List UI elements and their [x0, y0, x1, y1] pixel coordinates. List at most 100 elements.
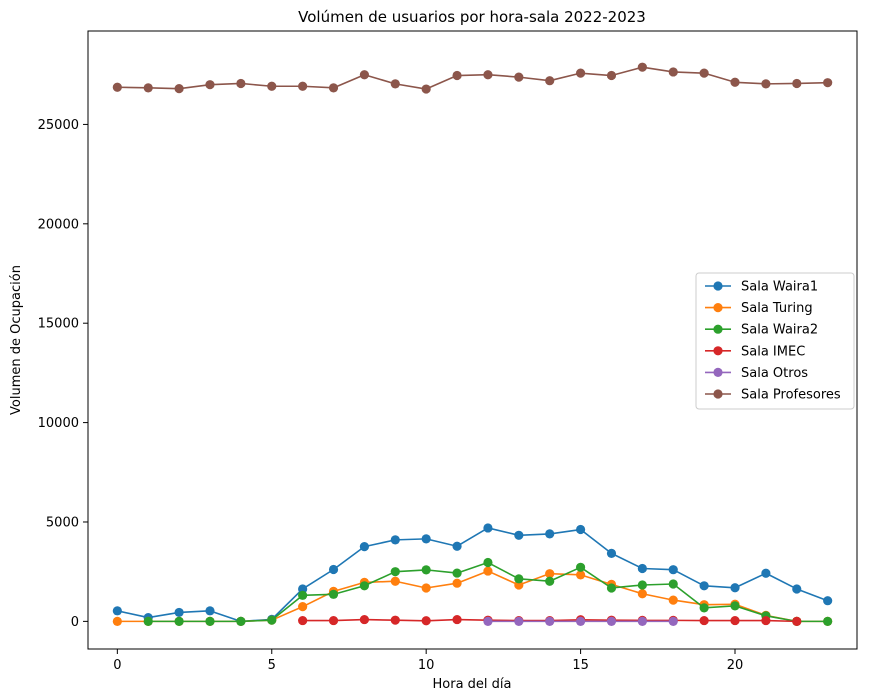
data-point — [205, 80, 215, 90]
data-point — [452, 578, 462, 588]
data-point — [205, 616, 215, 626]
legend-marker — [713, 303, 723, 313]
data-point — [205, 606, 215, 616]
legend-label: Sala IMEC — [741, 344, 805, 359]
series-line — [117, 570, 828, 623]
data-point — [298, 615, 308, 626]
y-tick-label: 15000 — [38, 317, 79, 332]
data-point — [730, 615, 740, 626]
data-point — [390, 535, 400, 545]
legend-label: Sala Waira2 — [741, 323, 818, 338]
legend-marker — [713, 367, 723, 377]
y-tick-label: 0 — [71, 615, 79, 630]
data-point — [823, 78, 833, 88]
series-sala-profesores — [112, 62, 833, 94]
legend-entry: Sala Waira2 — [705, 323, 818, 338]
y-axis-label: Volumen de Ocupación — [9, 265, 24, 415]
data-point — [298, 584, 308, 594]
data-point — [575, 570, 586, 580]
legend-label: Sala Otros — [741, 366, 808, 381]
data-point — [668, 565, 678, 575]
data-point — [514, 530, 524, 540]
series-sala-waira1 — [112, 523, 833, 626]
data-point — [112, 82, 122, 92]
y-tick-label: 5000 — [46, 515, 79, 530]
data-point — [359, 614, 370, 625]
data-point — [668, 67, 678, 77]
data-point — [699, 615, 709, 626]
data-point — [514, 72, 524, 82]
series-line — [117, 527, 828, 623]
legend-marker — [713, 346, 723, 356]
chart-title: Volúmen de usuarios por hora-sala 2022-2… — [298, 8, 646, 26]
legend-marker — [713, 281, 723, 291]
data-point — [792, 78, 802, 89]
data-point — [328, 615, 339, 626]
data-point — [606, 583, 617, 593]
legend-entry: Sala Profesores — [705, 388, 841, 403]
data-point — [421, 84, 431, 94]
legend-label: Sala Profesores — [741, 388, 841, 403]
data-point — [267, 81, 277, 91]
data-point — [545, 616, 555, 626]
data-point — [514, 574, 524, 584]
data-point — [328, 589, 339, 599]
data-point — [637, 580, 647, 590]
data-point — [575, 616, 586, 626]
data-point — [452, 614, 462, 625]
x-axis-label: Hora del día — [433, 677, 512, 692]
data-point — [328, 83, 339, 93]
data-point — [143, 83, 153, 93]
data-point — [483, 523, 493, 533]
data-point — [514, 616, 524, 626]
data-point — [606, 616, 617, 626]
data-point — [761, 568, 771, 578]
data-point — [421, 534, 431, 544]
data-point — [668, 616, 678, 626]
data-point — [267, 615, 277, 625]
data-point — [761, 615, 771, 626]
legend-box — [695, 272, 855, 410]
data-point — [823, 616, 833, 626]
x-tick-label: 15 — [572, 658, 589, 673]
data-point — [359, 581, 370, 591]
data-point — [545, 76, 555, 86]
legend-marker — [713, 389, 723, 399]
axes: 0 5 10 15 20 0 5000 10000 15000 20000 25000 — [38, 118, 744, 673]
series-sala-otros — [483, 616, 678, 626]
data-point — [174, 607, 184, 618]
data-point — [390, 79, 400, 89]
data-point — [452, 541, 462, 551]
data-point — [730, 601, 740, 611]
data-point — [637, 563, 647, 574]
data-point — [112, 616, 122, 626]
data-point — [390, 576, 400, 586]
x-tick-label: 20 — [727, 658, 744, 673]
data-point — [699, 581, 709, 591]
data-point — [575, 562, 586, 572]
legend-entry: Sala Turing — [705, 301, 813, 316]
data-point — [483, 566, 493, 576]
legend-entry: Sala IMEC — [705, 344, 805, 359]
data-point — [699, 603, 709, 613]
data-point — [606, 548, 617, 558]
data-point — [545, 569, 555, 579]
data-point — [236, 616, 246, 626]
data-point — [792, 616, 802, 626]
data-point — [359, 70, 370, 80]
data-point — [792, 584, 802, 594]
x-tick-label: 10 — [418, 658, 435, 673]
data-point — [112, 606, 122, 616]
data-point — [452, 568, 462, 578]
data-point — [421, 583, 431, 593]
x-tick-label: 0 — [113, 658, 121, 673]
data-point — [174, 616, 184, 626]
legend-entry: Sala Otros — [705, 366, 808, 381]
data-point — [823, 596, 833, 606]
data-point — [328, 564, 339, 575]
data-point — [606, 70, 617, 81]
data-point — [421, 565, 431, 575]
series-sala-waira2 — [143, 557, 833, 626]
